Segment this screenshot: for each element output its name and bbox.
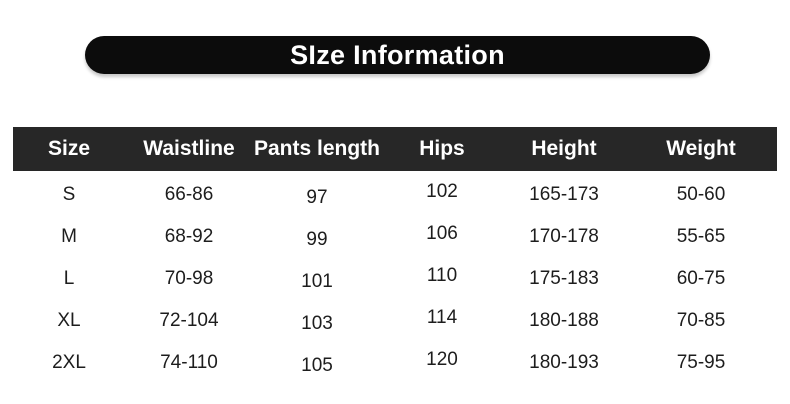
table-row-s: S 66-86 97 102 165-173 50-60: [13, 174, 777, 216]
cell-waistline: 68-92: [164, 226, 214, 247]
column-header-height: Height: [531, 137, 597, 160]
table-body: S 66-86 97 102 165-173 50-60 M 68-92 99 …: [13, 174, 777, 384]
cell-height: 180-193: [529, 352, 599, 373]
column-header-pants-length: Pants length: [253, 137, 380, 160]
column-header-hips: Hips: [419, 137, 465, 160]
cell-weight: 75-95: [676, 352, 726, 373]
cell-waistline: 70-98: [164, 268, 214, 289]
cell-size: XL: [57, 310, 81, 331]
cell-size: L: [63, 268, 75, 289]
column-header-weight: Weight: [666, 137, 736, 160]
cell-hips: 120: [426, 349, 458, 370]
cell-weight: 60-75: [676, 268, 726, 289]
cell-height: 170-178: [529, 226, 599, 247]
cell-hips: 102: [426, 181, 458, 202]
cell-weight: 70-85: [676, 310, 726, 331]
table-row-2xl: 2XL 74-110 105 120 180-193 75-95: [13, 342, 777, 384]
table-row-m: M 68-92 99 106 170-178 55-65: [13, 216, 777, 258]
cell-hips: 114: [426, 307, 458, 328]
cell-waistline: 74-110: [160, 352, 218, 373]
cell-size: 2XL: [52, 352, 86, 373]
cell-height: 175-183: [529, 268, 599, 289]
cell-weight: 55-65: [676, 226, 726, 247]
cell-pants-length: 97: [306, 187, 328, 208]
size-information-banner: SIze Information: [85, 36, 710, 74]
cell-weight: 50-60: [676, 184, 726, 205]
table-row-l: L 70-98 101 110 175-183 60-75: [13, 258, 777, 300]
column-header-waistline: Waistline: [143, 137, 235, 160]
cell-pants-length: 103: [301, 313, 333, 334]
cell-waistline: 72-104: [159, 310, 219, 331]
column-header-size: Size: [47, 137, 91, 160]
cell-hips: 110: [426, 265, 458, 286]
cell-hips: 106: [426, 223, 458, 244]
cell-pants-length: 105: [301, 355, 333, 376]
table-row-xl: XL 72-104 103 114 180-188 70-85: [13, 300, 777, 342]
cell-size: M: [61, 226, 77, 247]
banner-title: SIze Information: [290, 39, 505, 70]
cell-pants-length: 101: [301, 271, 333, 292]
cell-pants-length: 99: [306, 229, 328, 250]
table-header-row: Size Waistline Pants length Hips Height …: [13, 127, 777, 171]
size-table: Size Waistline Pants length Hips Height …: [13, 127, 777, 384]
cell-size: S: [62, 184, 76, 205]
cell-height: 165-173: [529, 184, 599, 205]
cell-waistline: 66-86: [164, 184, 214, 205]
cell-height: 180-188: [529, 310, 599, 331]
